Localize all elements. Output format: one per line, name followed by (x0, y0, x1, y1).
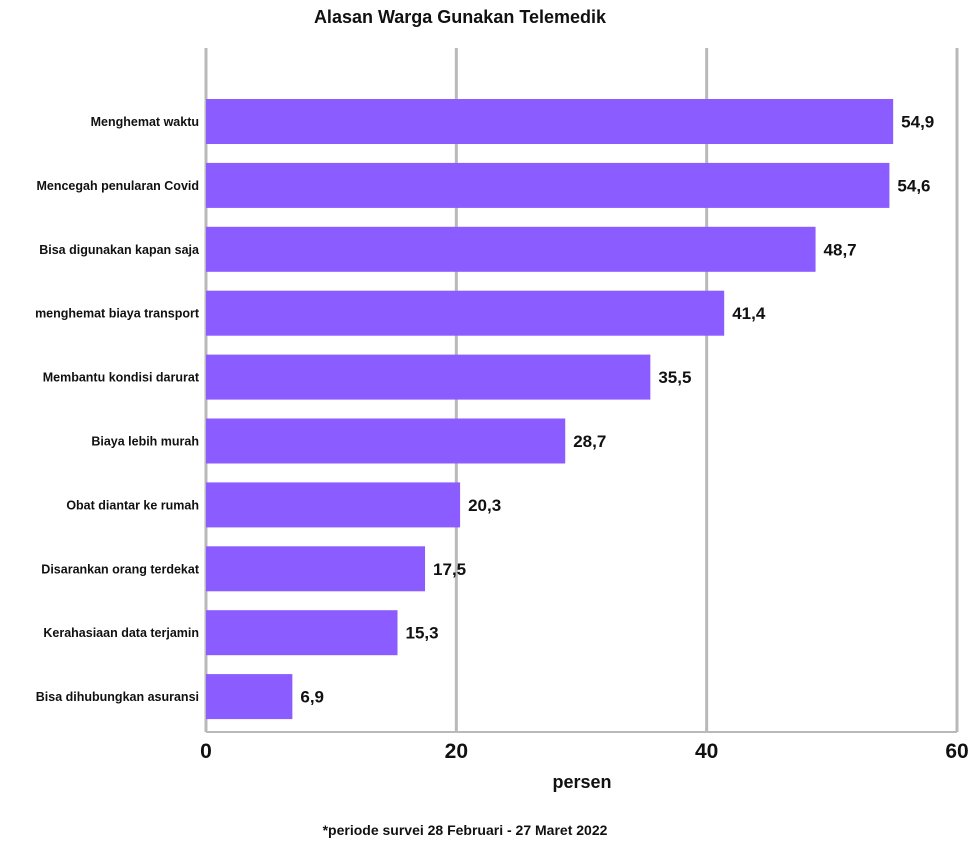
label-layer: Menghemat waktu 54,9 Mencegah penularan Co… (35, 113, 934, 707)
bar-10 (206, 674, 293, 720)
chart-title: Alasan Warga Gunakan Telemedik (313, 7, 607, 27)
bar-4 (206, 290, 725, 336)
category-label: Menghemat waktu (91, 115, 199, 129)
x-axis-title: persen (552, 772, 611, 792)
bar-7 (206, 482, 461, 528)
x-axis: 0 20 40 60 persen (200, 731, 969, 792)
bar-8 (206, 546, 426, 592)
bar-6 (206, 418, 566, 464)
bar-2 (206, 162, 890, 208)
x-tick-label: 40 (695, 740, 718, 763)
bar-layer (206, 99, 894, 720)
value-label: 15,3 (406, 624, 439, 643)
value-label: 28,7 (573, 432, 606, 451)
value-label: 41,4 (732, 304, 766, 323)
bar-1 (206, 99, 894, 144)
footnote: *periode survei 28 Februari - 27 Maret 2… (322, 822, 608, 838)
category-label: Biaya lebih murah (91, 435, 199, 449)
value-label: 54,9 (901, 113, 934, 132)
value-label: 35,5 (658, 368, 691, 387)
category-label: Bisa digunakan kapan saja (39, 243, 200, 257)
category-label: Obat diantar ke rumah (66, 498, 199, 512)
category-label: menghemat biaya transport (35, 307, 200, 321)
category-label: Membantu kondisi darurat (43, 371, 200, 385)
value-label: 6,9 (300, 688, 324, 707)
value-label: 17,5 (433, 560, 466, 579)
value-label: 20,3 (468, 496, 501, 515)
x-tick-label: 60 (945, 740, 968, 763)
value-label: 54,6 (897, 176, 930, 195)
x-tick-label: 20 (445, 740, 468, 763)
bar-5 (206, 354, 651, 400)
category-label: Bisa dihubungkan asuransi (36, 690, 199, 704)
bar-3 (206, 226, 816, 272)
category-label: Kerahasiaan data terjamin (43, 626, 199, 640)
category-label: Disarankan orang terdekat (41, 562, 200, 576)
bar-9 (206, 610, 398, 656)
x-tick-label: 0 (200, 740, 212, 763)
category-label: Mencegah penularan Covid (36, 179, 199, 193)
value-label: 48,7 (824, 240, 857, 259)
